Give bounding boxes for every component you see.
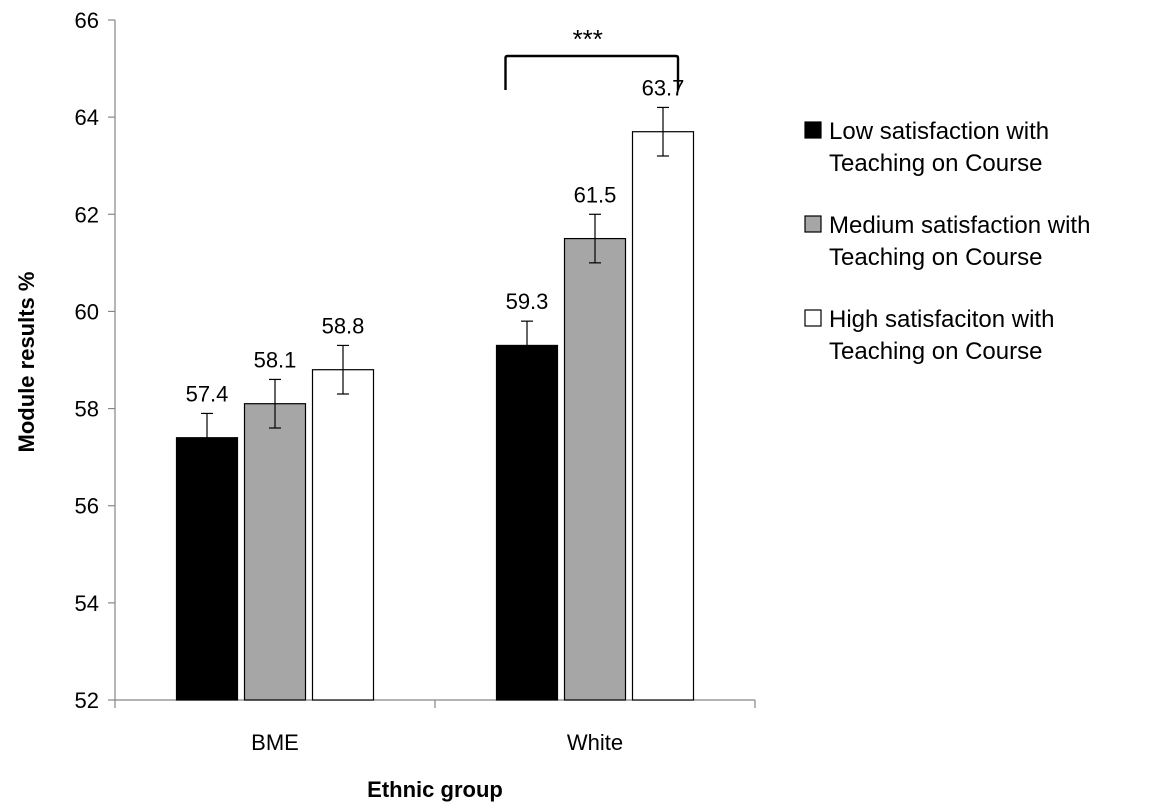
legend-label: Teaching on Course <box>829 338 1042 365</box>
legend-label: High satisfaciton with <box>829 306 1054 333</box>
data-label: 59.3 <box>506 289 549 314</box>
legend-label: Teaching on Course <box>829 244 1042 271</box>
legend-swatch <box>804 215 822 233</box>
legend-swatch <box>804 309 822 327</box>
y-tick-label: 66 <box>75 8 99 33</box>
y-tick-label: 62 <box>75 202 99 227</box>
legend-label: Medium satisfaction with <box>829 212 1090 239</box>
y-tick-label: 52 <box>75 688 99 713</box>
y-tick-label: 60 <box>75 299 99 324</box>
x-tick-label: White <box>567 730 623 755</box>
data-label: 61.5 <box>574 182 617 207</box>
bar <box>631 131 695 701</box>
bars <box>175 106 695 701</box>
x-axis-title: Ethnic group <box>367 777 503 802</box>
significance-bracket <box>504 54 680 90</box>
bar <box>311 369 375 701</box>
y-axis: 52 54 56 58 60 62 64 66 <box>75 8 116 713</box>
y-tick-label: 64 <box>75 105 99 130</box>
y-tick-label: 58 <box>75 397 99 422</box>
data-label: 58.1 <box>254 347 297 372</box>
legend-item: Low satisfaction with Teaching on Course <box>804 118 1049 177</box>
x-tick-label: BME <box>251 730 299 755</box>
y-tick-label: 54 <box>75 591 99 616</box>
bar <box>175 437 239 701</box>
bar <box>243 403 307 701</box>
bar <box>495 344 559 701</box>
legend-label: Low satisfaction with <box>829 118 1049 145</box>
legend-item: High satisfaciton with Teaching on Course <box>804 306 1054 365</box>
legend-swatch <box>804 121 822 139</box>
significance-label: *** <box>573 24 603 54</box>
significance-annotation: *** <box>504 24 680 90</box>
y-axis-title: Module results % <box>14 272 39 453</box>
data-label: 58.8 <box>322 313 365 338</box>
bar <box>563 237 627 701</box>
data-label: 57.4 <box>186 381 229 406</box>
legend-label: Teaching on Course <box>829 150 1042 177</box>
y-tick-label: 56 <box>75 494 99 519</box>
x-axis: BME White <box>114 699 756 755</box>
legend-item: Medium satisfaction with Teaching on Cour… <box>804 212 1090 271</box>
